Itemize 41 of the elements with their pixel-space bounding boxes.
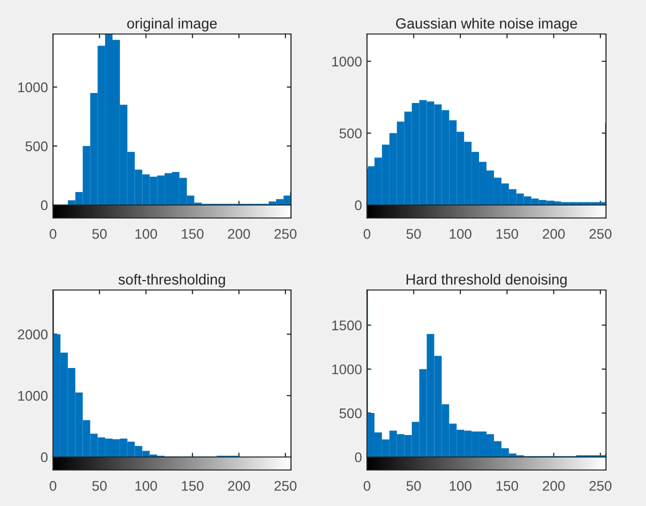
y-tick-label: 2000: [18, 330, 48, 340]
y-tick-label: 500: [340, 128, 362, 138]
chart-title: Hard threshold denoising: [406, 274, 567, 288]
x-tick-label: 150: [496, 480, 518, 491]
chart-title: original image: [127, 18, 217, 32]
x-tick-label: 100: [450, 480, 472, 491]
y-tick-label: 0: [354, 452, 362, 462]
chart-title: soft-thresholding: [118, 274, 225, 288]
x-tick-label: 50: [406, 480, 421, 491]
x-tick-label: 250: [590, 480, 612, 491]
x-tick-label: 250: [590, 228, 612, 239]
y-tick-label: 1500: [332, 320, 362, 330]
x-tick-label: 50: [406, 228, 421, 239]
x-tick-label: 200: [228, 480, 250, 491]
x-tick-label: 0: [364, 480, 370, 491]
y-tick-label: 1000: [332, 364, 362, 374]
x-tick-label: 250: [274, 228, 296, 239]
x-tick-label: 150: [496, 228, 518, 239]
y-tick-label: 1000: [332, 56, 362, 66]
x-tick-label: 0: [50, 480, 56, 491]
x-tick-label: 250: [274, 480, 296, 491]
y-tick-label: 1000: [18, 390, 48, 401]
y-tick-label: 500: [26, 141, 48, 152]
x-tick-label: 150: [182, 480, 204, 491]
x-tick-label: 150: [182, 228, 204, 239]
y-tick-label: 0: [40, 452, 48, 462]
chart-title: Gaussian white noise image: [396, 18, 578, 32]
x-tick-label: 200: [542, 480, 565, 491]
x-tick-label: 200: [228, 228, 250, 239]
y-tick-label: 1000: [18, 82, 48, 92]
y-tick-label: 0: [40, 200, 48, 210]
x-tick-label: 100: [450, 228, 472, 239]
y-tick-label: 500: [340, 408, 362, 418]
x-tick-label: 50: [92, 480, 107, 491]
x-tick-label: 200: [542, 228, 565, 239]
x-tick-label: 0: [50, 228, 56, 239]
x-tick-label: 100: [135, 228, 158, 239]
x-tick-label: 100: [135, 480, 158, 491]
x-tick-label: 0: [364, 228, 370, 239]
y-tick-label: 0: [354, 200, 362, 210]
x-tick-label: 50: [92, 228, 107, 239]
